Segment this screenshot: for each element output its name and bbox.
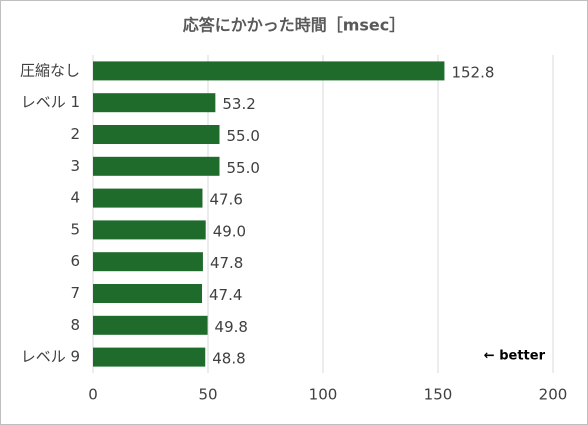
bar — [93, 61, 445, 81]
value-label: 47.8 — [210, 254, 243, 272]
y-tick-label: レベル 9 — [21, 348, 80, 366]
x-tick-label: 0 — [88, 386, 98, 404]
y-tick-label: 6 — [70, 252, 80, 270]
chart-title: 応答にかかった時間［msec］ — [183, 16, 406, 35]
bar — [93, 284, 203, 303]
y-tick-label: 7 — [70, 284, 80, 302]
bar — [93, 125, 220, 144]
value-label: 49.0 — [213, 222, 246, 240]
value-label: 152.8 — [451, 63, 494, 81]
bar — [93, 156, 220, 176]
x-tick-label: 100 — [309, 386, 338, 404]
x-tick-label: 150 — [424, 386, 453, 404]
value-label: 47.6 — [209, 191, 242, 209]
bar — [93, 220, 206, 240]
value-label: 55.0 — [227, 159, 260, 177]
y-tick-label: 3 — [70, 157, 80, 175]
value-label: 48.8 — [212, 350, 245, 368]
y-tick-label: 8 — [70, 316, 80, 334]
bar — [93, 252, 203, 272]
bar — [93, 188, 203, 208]
x-tick-label: 200 — [539, 386, 568, 404]
y-tick-label: 圧縮なし — [20, 61, 80, 79]
y-tick-label: 4 — [70, 189, 80, 207]
y-tick-label: レベル 1 — [21, 93, 80, 111]
value-label: 53.2 — [222, 95, 255, 113]
value-label: 49.8 — [215, 318, 248, 336]
y-tick-label: 2 — [70, 125, 80, 143]
bar — [93, 315, 208, 335]
y-tick-label: 5 — [70, 220, 80, 238]
bar — [93, 347, 206, 367]
annotation: ← better — [484, 349, 546, 364]
value-label: 47.4 — [209, 286, 242, 304]
value-label: 55.0 — [227, 127, 260, 145]
bar — [93, 93, 216, 113]
x-tick-label: 50 — [198, 386, 217, 404]
